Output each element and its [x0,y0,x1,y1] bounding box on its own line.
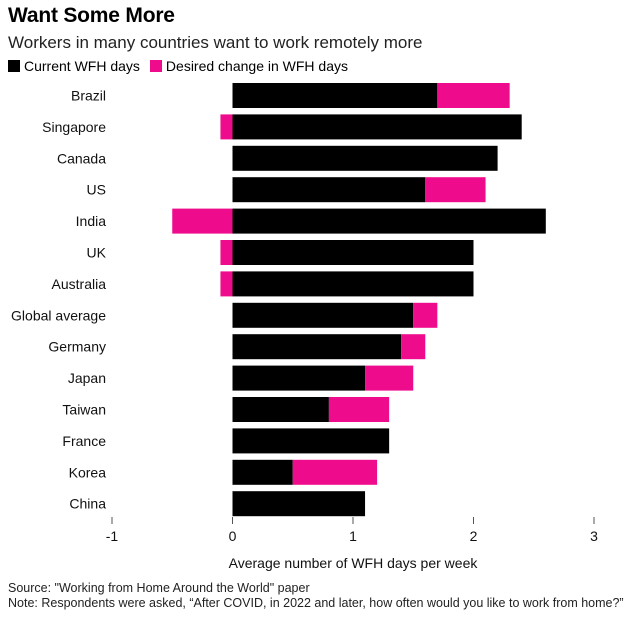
bar-current [232,145,498,171]
legend-swatch-current [8,60,20,72]
category-label: France [62,433,106,449]
category-label: UK [87,245,107,261]
category-label: Global average [11,307,106,323]
bar-current [232,240,474,265]
bar-desired-change [425,177,486,203]
legend-item-desired: Desired change in WFH days [149,58,348,74]
x-tick-label: 1 [349,528,357,544]
category-label: Japan [68,370,106,386]
x-tick-label: -1 [106,528,119,544]
bar-desired-change [172,208,233,234]
bar-current [232,302,414,328]
bar-desired-change [220,114,233,140]
footer: Source: "Working from Home Around the Wo… [8,581,628,611]
chart-subtitle: Workers in many countries want to work r… [8,33,423,52]
bar-current [232,334,402,360]
category-label: Korea [69,464,107,480]
bar-desired-change [437,83,510,108]
category-label: India [76,213,107,229]
category-label: Taiwan [62,402,106,418]
source-note: Source: "Working from Home Around the Wo… [8,581,310,595]
category-label: Brazil [71,88,106,104]
bar-desired-change [365,365,414,391]
bar-current [232,491,366,517]
category-label: Singapore [42,119,106,135]
category-label: US [87,182,106,198]
bar-current [232,271,474,297]
bar-desired-change [220,240,233,265]
bar-desired-change [328,397,390,422]
legend: Current WFH days Desired change in WFH d… [8,58,358,74]
legend-swatch-desired [149,60,162,72]
bar-desired-change [401,334,426,360]
bar-chart: Brazil Singapore Canada US India UK Australia G… [11,83,598,571]
bar-current [232,114,522,140]
chart-title: Want Some More [8,4,175,27]
bar-current [232,428,390,454]
bar-current [232,459,293,485]
x-axis-label: Average number of WFH days per week [229,555,479,571]
x-tick-label: 2 [470,528,478,544]
category-label: Australia [52,276,107,292]
x-tick-label: 0 [229,528,237,544]
bar-current [232,397,329,422]
legend-label-desired: Desired change in WFH days [165,58,348,74]
bar-current [232,83,438,108]
legend-label-current: Current WFH days [24,58,140,74]
bar-desired-change [220,271,233,297]
bar-desired-change [292,459,378,485]
x-tick-label: 3 [590,528,598,544]
respondent-note: Note: Respondents were asked, “After COV… [8,596,624,610]
bar-desired-change [413,302,438,328]
legend-item-current: Current WFH days [8,58,140,74]
bar-current [232,177,426,203]
bar-current [232,208,546,234]
category-label: Germany [48,339,106,355]
bar-current [232,365,366,391]
category-label: China [69,496,106,512]
category-label: Canada [57,150,106,166]
